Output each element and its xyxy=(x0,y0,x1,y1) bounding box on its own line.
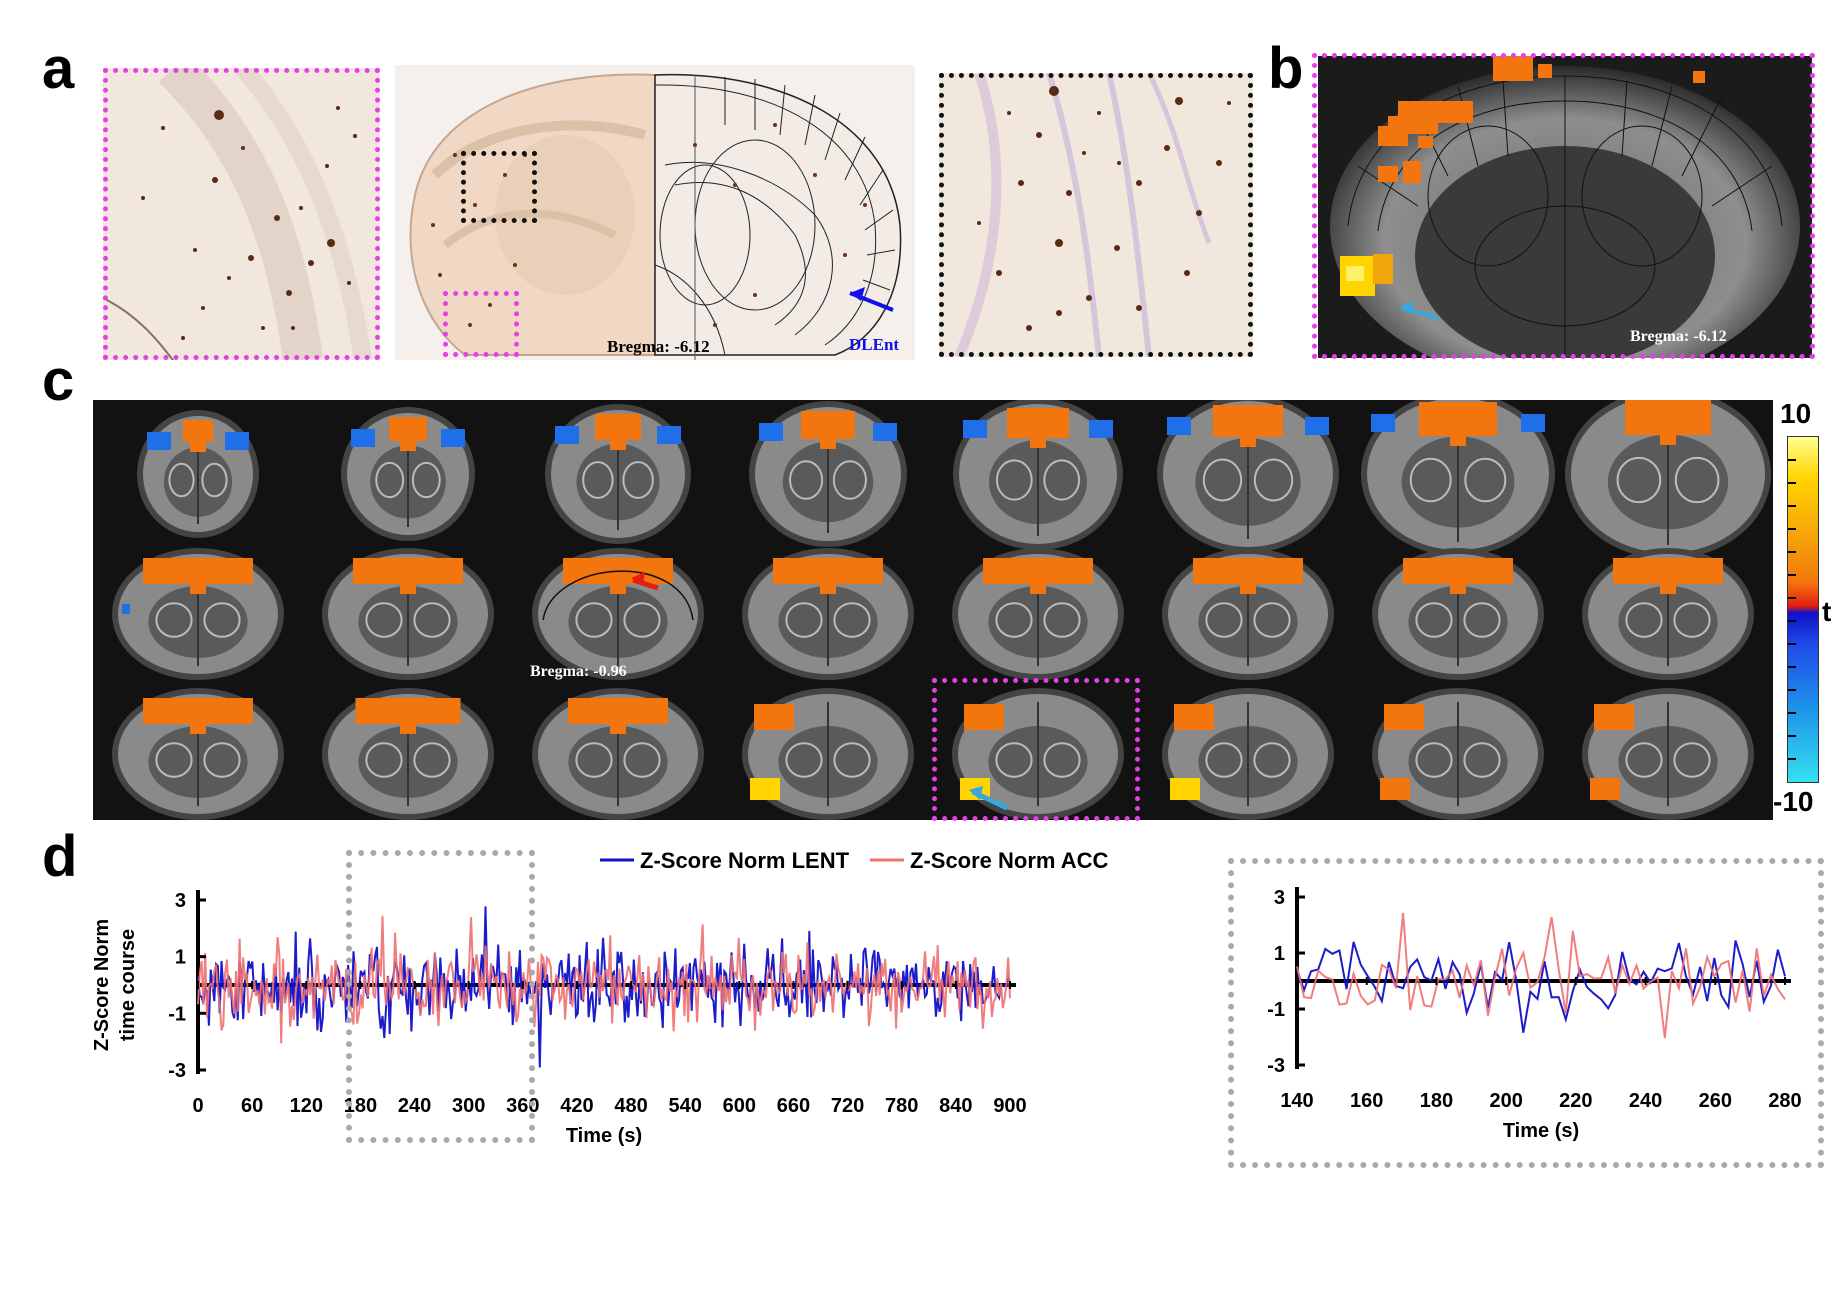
mri-slice xyxy=(545,404,691,544)
colorbar xyxy=(1787,436,1819,783)
colorbar-min-label: -10 xyxy=(1773,786,1814,817)
series-line xyxy=(1296,912,1786,1039)
panel-letter-a: a xyxy=(42,36,75,101)
x-tick-label: 240 xyxy=(398,1095,431,1117)
mri-slice-b-image xyxy=(1330,56,1800,358)
panel-letter-b: b xyxy=(1268,36,1304,101)
y-tick-label: 1 xyxy=(175,947,186,969)
inset-marker-black xyxy=(461,151,537,223)
cyan-arrow xyxy=(969,786,1009,811)
x-tick-label: 300 xyxy=(452,1095,485,1117)
mri-slice xyxy=(112,548,284,680)
legend-label: Z-Score Norm ACC xyxy=(910,848,1109,873)
x-tick-label: 720 xyxy=(831,1095,864,1117)
y-tick-label: -1 xyxy=(168,1003,186,1025)
mri-slice xyxy=(322,688,494,820)
atlas-overlay-slice xyxy=(542,570,694,621)
x-tick-label: 420 xyxy=(560,1095,593,1117)
mri-slice xyxy=(1582,688,1754,820)
colorbar-max-label: 10 xyxy=(1780,398,1812,429)
colorbar-t-label: t xyxy=(1822,596,1832,627)
bregma-label-a: Bregma: -6.12 xyxy=(607,337,710,356)
x-tick-label: 220 xyxy=(1559,1090,1592,1112)
y-tick-label: -3 xyxy=(168,1060,186,1082)
mri-slice xyxy=(532,688,704,820)
histology-inset-right-image xyxy=(954,73,1231,357)
inset-frame-black xyxy=(939,73,1253,357)
x-tick-label: 160 xyxy=(1350,1090,1383,1112)
mri-slice-b: Bregma: -6.12 xyxy=(1318,56,1812,358)
x-tick-label: 600 xyxy=(723,1095,756,1117)
colorbar-ticks xyxy=(1788,459,1796,760)
mri-slice xyxy=(749,401,907,547)
mri-slice xyxy=(1565,389,1771,559)
mri-slice xyxy=(953,398,1123,550)
series-line xyxy=(197,915,1011,1044)
mri-slice xyxy=(1361,392,1555,556)
x-tick-label: 180 xyxy=(1420,1090,1453,1112)
y-axis-label-line2: time course xyxy=(117,929,139,1041)
x-tick-label: 840 xyxy=(939,1095,972,1117)
mri-slice xyxy=(532,548,704,680)
inset-frame-pink xyxy=(103,68,380,360)
mri-slice xyxy=(1372,688,1544,820)
x-axis-label: Time (s) xyxy=(566,1125,642,1147)
mri-slice xyxy=(952,688,1124,820)
x-tick-label: 120 xyxy=(290,1095,323,1117)
slice-highlight-pink xyxy=(932,678,1140,821)
zoom-panel-frame xyxy=(1228,858,1824,1168)
mri-slice xyxy=(952,548,1124,680)
bregma-label-b: Bregma: -6.12 xyxy=(1630,328,1727,345)
legend-label: Z-Score Norm LENT xyxy=(640,848,850,873)
y-axis-label: Z-Score Norm xyxy=(91,919,113,1051)
bregma-label-c: Bregma: -0.96 xyxy=(530,663,627,680)
mri-slice xyxy=(1372,548,1544,680)
y-tick-label: 3 xyxy=(1274,887,1285,909)
x-tick-label: 280 xyxy=(1768,1090,1801,1112)
x-axis-label: Time (s) xyxy=(1503,1120,1579,1142)
mri-montage-grid xyxy=(112,389,1771,820)
x-tick-label: 660 xyxy=(777,1095,810,1117)
mri-slice xyxy=(742,688,914,820)
x-tick-label: 480 xyxy=(614,1095,647,1117)
mri-slice xyxy=(1582,548,1754,680)
panel-letter-d: d xyxy=(42,824,78,889)
mri-slice xyxy=(341,407,475,541)
y-tick-label: 1 xyxy=(1274,943,1285,965)
histology-inset-left xyxy=(103,68,380,360)
x-tick-label: 180 xyxy=(344,1095,377,1117)
mri-slice xyxy=(1162,548,1334,680)
y-tick-label: 3 xyxy=(175,890,186,912)
slice-frame-pink xyxy=(1312,53,1815,359)
mri-slice xyxy=(322,548,494,680)
x-tick-label: 260 xyxy=(1699,1090,1732,1112)
x-tick-label: 0 xyxy=(192,1095,203,1117)
y-tick-label: -1 xyxy=(1267,999,1285,1021)
region-label-dlent: DLEnt xyxy=(849,335,900,354)
series-line xyxy=(1296,940,1786,1033)
timecourse-chart-full: 31-1-30 60 120 180 240 300 360 420 480 540 600 660 7… xyxy=(91,848,1109,1147)
zoom-window-marker xyxy=(346,850,535,1143)
x-tick-label: 900 xyxy=(993,1095,1026,1117)
x-tick-label: 240 xyxy=(1629,1090,1662,1112)
panel-letter-c: c xyxy=(42,348,75,413)
mri-slice xyxy=(1157,395,1339,553)
y-tick-label: -3 xyxy=(1267,1055,1285,1077)
mri-montage: Bregma: -0.96 xyxy=(93,389,1773,820)
histology-inset-left-image xyxy=(103,68,372,360)
x-tick-label: 60 xyxy=(241,1095,263,1117)
mri-slice xyxy=(1162,688,1334,820)
x-tick-label: 540 xyxy=(669,1095,702,1117)
histology-inset-right xyxy=(939,73,1253,357)
mri-slice xyxy=(742,548,914,680)
timecourse-chart-zoom: 3 1 -1 -3 140 160 180 200 220 240 260 280 Time (s) xyxy=(1267,887,1802,1142)
histology-section: Bregma: -6.12 DLEnt xyxy=(395,65,915,360)
mri-slice xyxy=(137,410,259,538)
mri-slice xyxy=(112,688,284,820)
x-tick-label: 140 xyxy=(1280,1090,1313,1112)
x-tick-label: 780 xyxy=(885,1095,918,1117)
inset-marker-pink xyxy=(443,291,519,357)
x-tick-label: 200 xyxy=(1489,1090,1522,1112)
